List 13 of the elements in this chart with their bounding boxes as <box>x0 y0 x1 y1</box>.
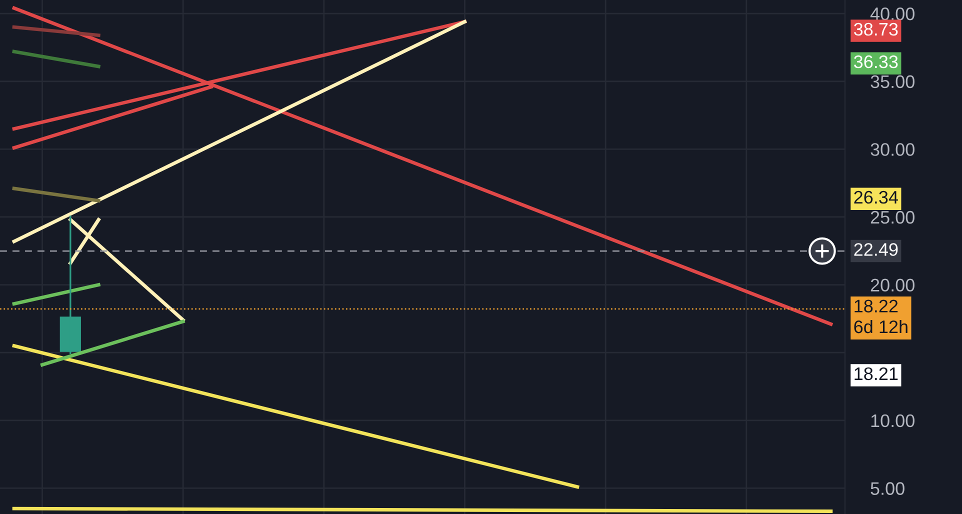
y-tick-label: 40.00 <box>870 7 914 20</box>
y-tick-label: 20.00 <box>870 278 914 292</box>
y-tick-label: 30.00 <box>870 143 914 156</box>
text: 38.73 <box>854 22 898 36</box>
text: 36.33 <box>854 55 898 68</box>
ref-line-label: 18.22 6d 12h <box>854 300 908 334</box>
text: 18.21 <box>854 367 898 380</box>
text: 26.34 <box>854 190 898 204</box>
y-tick-label: 35.00 <box>870 75 914 88</box>
y-tick-label: 10.00 <box>871 414 914 428</box>
ref-line-label: 22.49 <box>854 243 898 256</box>
y-tick-label: 25.00 <box>870 210 914 224</box>
y-tick-label: 5.00 <box>870 482 904 495</box>
